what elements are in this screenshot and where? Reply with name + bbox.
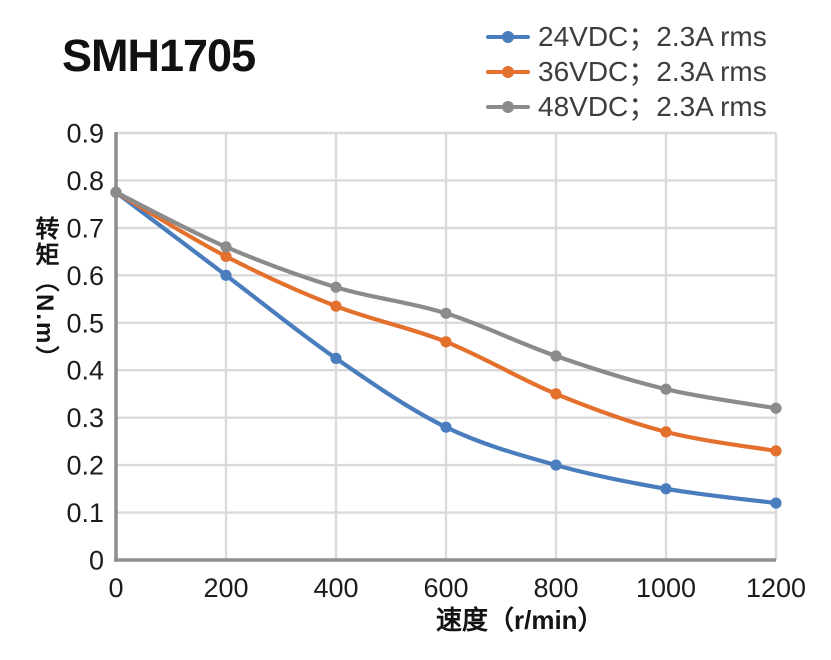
series-marker-2	[440, 336, 452, 348]
series-marker-2	[220, 250, 232, 262]
y-tick-label: 0.1	[66, 498, 104, 528]
legend-label: 48VDC；2.3A rms	[538, 90, 767, 122]
series-marker-1	[550, 459, 562, 471]
legend: 24VDC；2.3A rms 36VDC；2.3A rms 48VDC；2.3A r…	[486, 19, 767, 124]
series-marker-1	[330, 352, 342, 364]
series-marker-1	[770, 497, 782, 509]
x-tick-label: 600	[423, 573, 468, 603]
legend-marker-icon	[486, 100, 530, 113]
y-tick-label: 0.7	[66, 213, 104, 243]
chart-title: SMH1705	[62, 30, 256, 81]
series-marker-2	[660, 426, 672, 438]
y-tick-label: 0.9	[66, 119, 104, 149]
x-tick-label: 800	[533, 573, 578, 603]
legend-item-1: 24VDC；2.3A rms	[486, 19, 767, 54]
series-marker-3	[550, 350, 562, 362]
y-tick-label: 0.6	[66, 261, 104, 291]
series-marker-3	[770, 402, 782, 414]
series-marker-3	[110, 186, 122, 198]
legend-item-2: 36VDC；2.3A rms	[486, 54, 767, 89]
legend-marker-dot	[502, 30, 514, 43]
y-tick-label: 0	[89, 546, 104, 576]
series-marker-1	[660, 483, 672, 495]
legend-marker-dot	[502, 65, 514, 78]
legend-item-3: 48VDC；2.3A rms	[486, 89, 767, 124]
x-tick-label: 1000	[636, 573, 696, 603]
series-marker-2	[550, 388, 562, 400]
series-marker-3	[220, 241, 232, 253]
series-marker-3	[330, 281, 342, 293]
x-tick-label: 0	[108, 573, 123, 603]
series-marker-2	[330, 300, 342, 312]
x-tick-label: 1200	[746, 573, 806, 603]
x-tick-label: 200	[203, 573, 248, 603]
y-tick-label: 0.4	[66, 356, 104, 386]
legend-label: 24VDC；2.3A rms	[538, 20, 767, 52]
series-marker-3	[660, 383, 672, 395]
legend-marker-icon	[486, 65, 530, 78]
legend-marker-icon	[486, 30, 530, 43]
series-marker-2	[770, 445, 782, 457]
x-axis-label: 速度（r/min）	[436, 605, 604, 635]
y-axis-label: 转矩（N.m）	[31, 216, 58, 372]
legend-marker-dot	[502, 100, 514, 113]
x-tick-label: 400	[313, 573, 358, 603]
y-tick-label: 0.5	[66, 308, 104, 338]
series-marker-3	[440, 307, 452, 319]
series-marker-1	[220, 269, 232, 281]
y-tick-label: 0.8	[66, 166, 104, 196]
y-tick-label: 0.3	[66, 403, 104, 433]
y-tick-label: 0.2	[66, 451, 104, 481]
series-marker-1	[440, 421, 452, 433]
legend-label: 36VDC；2.3A rms	[538, 55, 767, 87]
